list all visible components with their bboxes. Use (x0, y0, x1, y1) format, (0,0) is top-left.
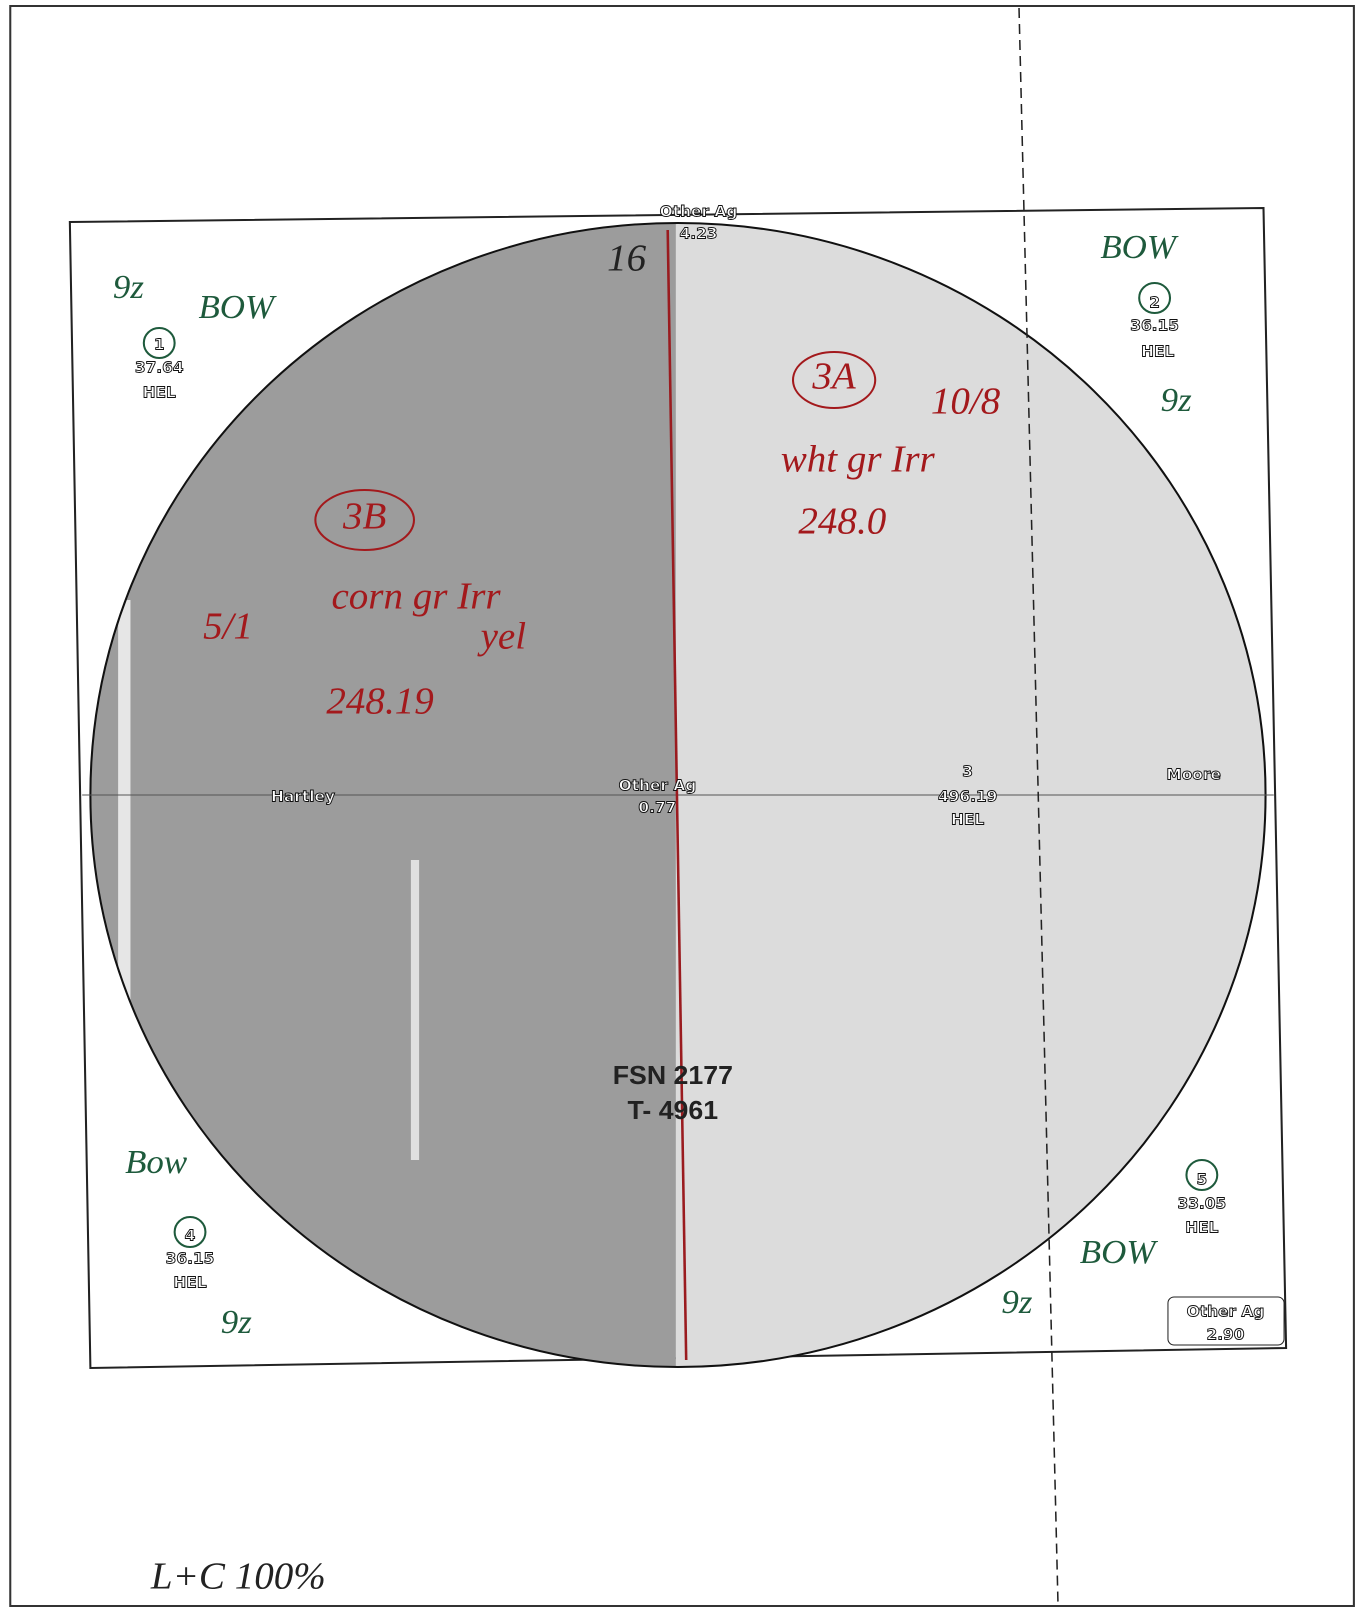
tract-number: 2 (1149, 294, 1160, 312)
corner-note: 9z (113, 268, 144, 305)
tract-acres: 36.15 (166, 1250, 215, 1268)
field-acres: 248.19 (326, 681, 433, 722)
tract-number: 5 (1197, 1171, 1208, 1189)
footer-note: L+C 100% (150, 1556, 326, 1597)
tract-code: HEL (1141, 343, 1175, 361)
tract-code: HEL (173, 1274, 207, 1292)
boundary-label: Other Ag (660, 203, 738, 221)
neighbor-name: Moore (1166, 766, 1220, 784)
corner-note: Bow (125, 1143, 187, 1180)
tract-acres: 36.15 (1130, 317, 1179, 335)
tract-code: HEL (951, 811, 985, 829)
tract-number: 4 (185, 1227, 196, 1245)
boundary-label: Other Ag (1187, 1303, 1265, 1321)
field-acres: 248.0 (798, 501, 886, 542)
corner-note: 9z (1161, 381, 1192, 418)
corner-note: BOW (198, 288, 277, 325)
tract-code: HEL (1185, 1219, 1219, 1237)
field-id: 3B (342, 496, 386, 537)
tract-number: 3 (962, 763, 973, 781)
tract-acres: 496.19 (938, 788, 997, 806)
tract-id: T- 4961 (628, 1095, 719, 1125)
neighbor-name: Hartley (271, 788, 335, 806)
field-id: 3A (811, 356, 856, 397)
boundary-acres: 2.90 (1206, 1326, 1244, 1344)
field-crop: corn gr Irr (331, 576, 501, 617)
page: Other Ag 4.23 Other Ag 0.77 Other Ag 2.9… (0, 0, 1358, 1612)
field-crop: wht gr Irr (781, 439, 936, 480)
boundary-label: Other Ag (619, 777, 697, 795)
scan-streak (411, 860, 419, 1160)
tract-acres: 37.64 (135, 359, 184, 377)
boundary-acres: 0.77 (638, 799, 676, 817)
field-color: yel (477, 616, 527, 657)
tract-acres: 33.05 (1178, 1195, 1227, 1213)
tract-code: HEL (143, 384, 177, 402)
boundary-acres: 4.23 (680, 225, 718, 243)
corner-note: BOW (1080, 1233, 1159, 1270)
corner-note: 9z (1001, 1283, 1032, 1320)
corner-note: 9z (221, 1303, 252, 1340)
field-date: 5/1 (203, 606, 253, 647)
tract-number: 1 (154, 336, 165, 354)
farm-number: FSN 2177 (613, 1060, 733, 1090)
section-number: 16 (607, 238, 647, 279)
corner-note: BOW (1100, 228, 1179, 265)
field-date: 10/8 (931, 381, 1000, 422)
field-map-scan: Other Ag 4.23 Other Ag 0.77 Other Ag 2.9… (0, 0, 1358, 1612)
